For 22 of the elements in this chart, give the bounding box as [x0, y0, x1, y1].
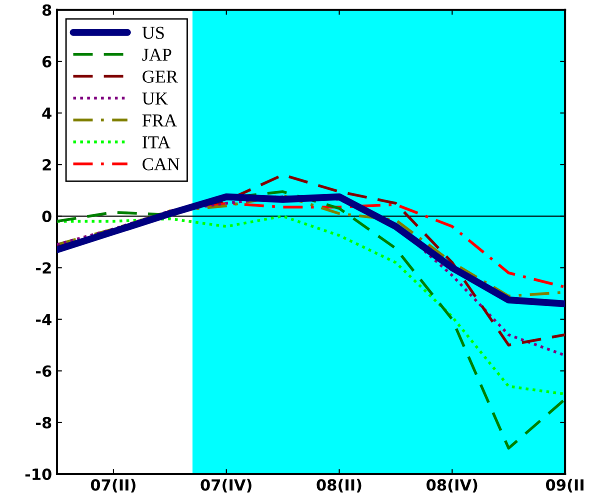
y-tick-label: 8: [42, 4, 52, 16]
x-tick-label: 08(II): [316, 478, 362, 493]
legend-label: CAN: [142, 158, 180, 170]
y-tick-label: 6: [42, 56, 52, 68]
legend-label: US: [142, 26, 164, 39]
legend-label: GER: [142, 70, 178, 83]
legend-label: FRA: [142, 114, 177, 126]
x-tick-label: 08(IV): [426, 478, 478, 493]
y-tick-label: -2: [36, 262, 51, 274]
legend-label: JAP: [142, 48, 172, 61]
y-tick-label: -10: [25, 468, 52, 480]
y-tick-label: -8: [36, 416, 52, 428]
y-tick-label: 2: [42, 159, 51, 170]
legend-label: UK: [142, 92, 168, 105]
legend-label: ITA: [142, 136, 170, 148]
y-tick-label: -4: [36, 314, 52, 326]
x-tick-label: 09(II: [546, 478, 584, 493]
y-tick-label: 0: [42, 210, 52, 222]
x-tick-label: 07(IV): [200, 478, 252, 493]
y-tick-label: 4: [42, 108, 52, 119]
y-tick-label: -6: [36, 365, 52, 377]
x-tick-label: 07(II): [90, 478, 136, 493]
